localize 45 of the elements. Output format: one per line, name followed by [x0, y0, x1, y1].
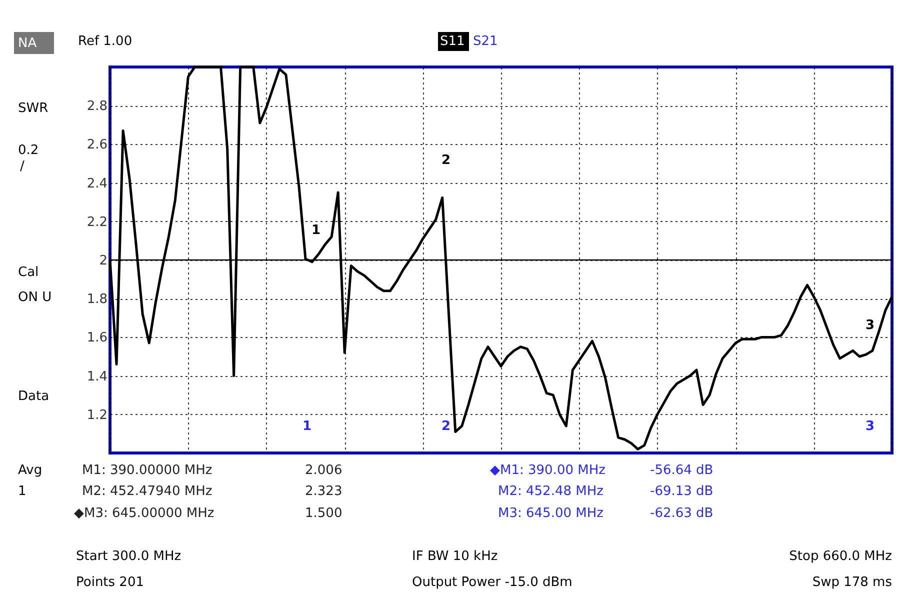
y-tick-label: 2.2	[86, 214, 108, 230]
annotation: 3	[865, 419, 875, 434]
y-tick-label: 1.2	[86, 408, 108, 423]
annotation: 2	[441, 153, 451, 168]
text: S21	[473, 34, 498, 49]
text: ◆M1: 390.00 MHz	[490, 463, 606, 478]
text: /	[20, 159, 25, 174]
y-tick-label: 2.4	[86, 176, 108, 192]
text: M2: 452.48 MHz	[498, 484, 604, 499]
text: ON U	[18, 290, 52, 305]
y-tick-label: 2	[99, 254, 108, 268]
y-tick-label: 1.6	[86, 330, 108, 346]
text: Avg	[18, 463, 42, 478]
y-tick-label: 1.4	[86, 369, 108, 384]
text: -62.63 dB	[650, 506, 714, 521]
y-tick-label: 2.8	[86, 99, 108, 114]
text: NA	[18, 36, 37, 51]
text: Ref 1.00	[78, 34, 132, 49]
y-tick-label: 1.8	[86, 292, 108, 308]
text: 2.006	[305, 463, 342, 478]
annotation: 3	[865, 318, 875, 333]
text: M3: 645.00 MHz	[498, 506, 604, 521]
text: -56.64 dB	[650, 463, 714, 478]
text: SWR	[18, 101, 48, 116]
text: ◆M3: 645.00000 MHz	[74, 506, 214, 521]
text: Output Power -15.0 dBm	[412, 575, 572, 590]
annotation: 1	[302, 419, 312, 434]
text: Start 300.0 MHz	[76, 549, 182, 564]
text: Data	[18, 389, 50, 404]
text: 1	[18, 484, 26, 499]
y-tick-label: 2.6	[86, 138, 108, 153]
text: 2.323	[305, 484, 342, 499]
text: Points 201	[76, 575, 144, 590]
text: M2: 452.47940 MHz	[82, 484, 212, 499]
text: Cal	[18, 265, 39, 280]
text: 0.2	[18, 143, 39, 158]
text: M1: 390.00000 MHz	[82, 463, 212, 478]
text: IF BW 10 kHz	[412, 549, 498, 564]
text: Stop 660.0 MHz	[789, 549, 892, 564]
text: S11	[440, 34, 465, 49]
annotation: 2	[441, 419, 451, 434]
annotation: 1	[311, 223, 321, 238]
text: Swp 178 ms	[812, 575, 892, 590]
text: 1.500	[305, 506, 342, 521]
text: -69.13 dB	[650, 484, 714, 499]
